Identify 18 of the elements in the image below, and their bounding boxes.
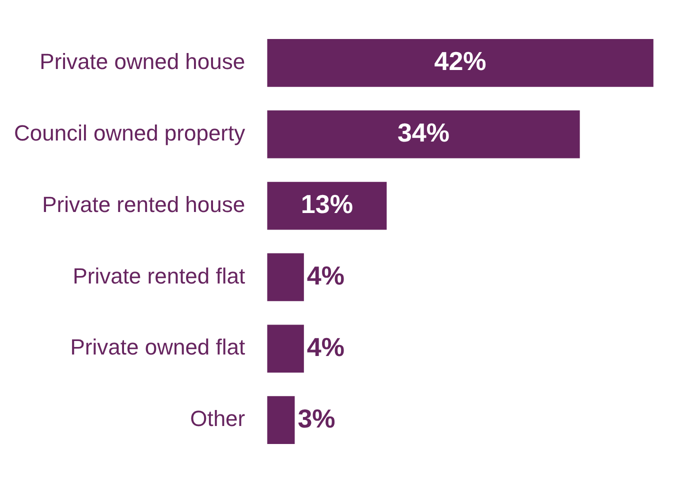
bar [267,396,295,444]
data-label: 4% [306,332,344,362]
bar [267,253,304,302]
bar [267,110,580,158]
data-label: 3% [298,403,336,434]
y-tick-label: Council owned property [14,120,246,146]
y-tick-label: Private rented flat [72,263,246,288]
data-label: 13% [300,188,353,219]
y-tick-label: Private owned flat [70,334,246,360]
data-label: 42% [434,46,486,76]
data-label: 4% [306,260,344,290]
y-tick-label: Other [190,406,246,432]
y-tick-label: Private rented house [42,192,246,217]
bar [267,324,304,373]
bar [267,38,654,87]
data-label: 34% [397,118,450,148]
bar [267,182,387,230]
y-tick-label: Private owned house [40,48,246,74]
